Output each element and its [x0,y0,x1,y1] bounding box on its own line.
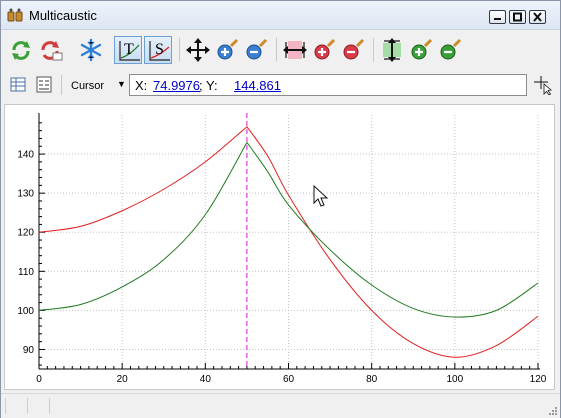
series-group [38,126,539,358]
cursor-mode-dropdown[interactable]: Cursor [71,80,105,92]
move-all-icon [186,38,210,62]
reset-icon [41,41,63,61]
zoom-out-all-button[interactable] [242,36,270,64]
show-s-icon: S [149,41,170,61]
status-segment [49,398,50,414]
plot-area[interactable]: 0 20 40 60 80 100 120 90 100 110 120 130 140 [4,104,555,390]
x-tick-label: 100 [446,374,463,385]
freeze-button[interactable] [77,36,105,64]
show-s-button[interactable]: S [144,36,172,64]
zoom-in-vertical-icon [411,38,433,60]
table-view-button[interactable] [7,74,29,96]
y-tick-label: 140 [17,150,34,161]
minimize-icon [494,18,501,20]
resize-grip-icon[interactable] [548,406,558,416]
reset-button[interactable] [37,36,65,64]
zoom-out-vertical-icon [440,38,462,60]
zoom-in-vertical-button[interactable] [407,36,435,64]
zoom-in-horizontal-button[interactable] [310,36,338,64]
move-vertical-button[interactable] [378,36,406,64]
maximize-icon [513,12,522,22]
x-coord-value[interactable]: 74.9976 [153,78,200,93]
cursor-coordinates: X: 74.9976 ; Y: 144.861 [129,74,527,96]
crosshair-cursor-icon [534,76,552,95]
window-title: Multicaustic [29,8,97,23]
mouse-pointer-icon [313,184,329,207]
axes: 0 20 40 60 80 100 120 90 100 110 120 130 140 [17,113,547,385]
zoom-in-horizontal-icon [314,38,336,60]
x-tick-label: 0 [36,374,42,385]
crosshair-cursor-button[interactable] [531,74,555,96]
x-tick-label: 80 [366,374,378,385]
y-tick-label: 100 [17,306,34,317]
move-horizontal-icon [283,41,307,59]
title-bar: Multicaustic [1,1,560,30]
freeze-icon [80,38,102,62]
zoom-out-vertical-button[interactable] [436,36,464,64]
app-icon [7,8,23,22]
move-horizontal-button[interactable] [281,36,309,64]
minimize-button[interactable] [489,10,506,24]
refresh-button[interactable] [7,36,35,64]
toolbar-separator [179,38,180,62]
status-bar [1,393,560,418]
y-tick-label: 110 [18,267,34,278]
y-tick-label: 120 [17,228,34,239]
zoom-out-horizontal-icon [343,38,365,60]
y-tick-label: 90 [23,345,35,356]
status-segment [5,398,6,414]
x-tick-label: 60 [283,374,295,385]
status-segment [27,398,28,414]
show-t-button[interactable]: T [114,36,142,64]
grid-lines [38,115,539,369]
zoom-out-all-icon [246,38,268,60]
move-all-button[interactable] [184,36,212,64]
close-button[interactable] [529,10,546,24]
series-line-0 [38,126,539,358]
x-tick-label: 20 [117,374,129,385]
toolbar-separator [373,38,374,62]
x-tick-label: 120 [530,374,547,385]
y-coord-label: ; Y: [199,78,218,93]
zoom-out-horizontal-button[interactable] [339,36,367,64]
zoom-in-all-icon [217,38,239,60]
y-coord-value[interactable]: 144.861 [234,78,281,93]
refresh-icon [12,41,30,60]
y-tick-label: 130 [17,189,34,200]
move-vertical-icon [383,38,401,62]
caustic-chart[interactable]: 0 20 40 60 80 100 120 90 100 110 120 130 140 [5,105,554,389]
show-t-icon: T [119,41,140,61]
toolbar-separator [276,38,277,62]
x-coord-label: X: [135,78,148,93]
toolbar-separator [61,75,62,95]
plot-toolbar: T S [1,30,560,70]
legend-view-button[interactable] [33,74,55,96]
cursor-toolbar: Cursor ▼ X: 74.9976 ; Y: 144.861 [1,71,560,101]
maximize-button[interactable] [509,10,526,24]
svg-text:S: S [155,41,164,58]
x-tick-label: 40 [200,374,212,385]
svg-text:T: T [124,41,134,58]
chevron-down-icon[interactable]: ▼ [117,79,126,89]
legend-icon [36,76,52,93]
table-icon [10,77,26,92]
close-icon [533,12,542,22]
zoom-in-all-button[interactable] [213,36,241,64]
